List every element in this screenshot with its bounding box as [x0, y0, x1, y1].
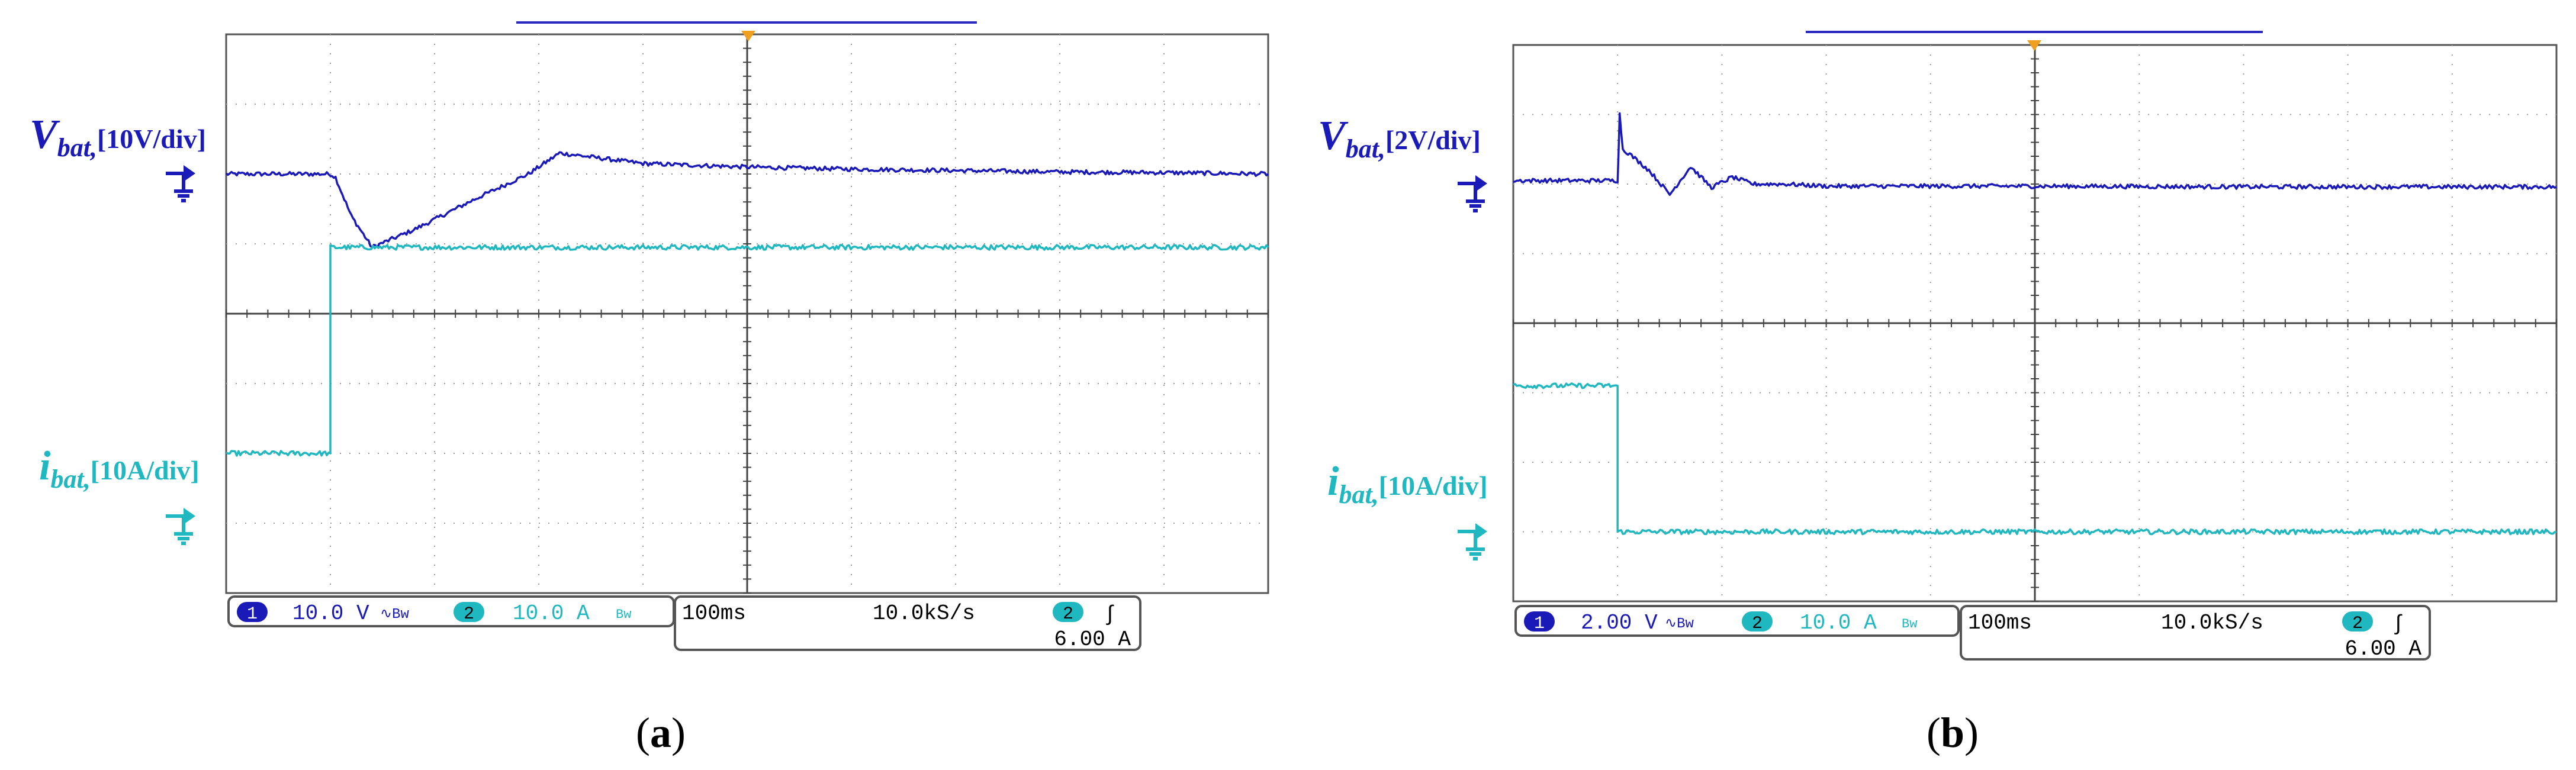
svg-text:2: 2 [2352, 614, 2363, 634]
ch1-label-b: Vbat,[2V/div] [1318, 113, 1481, 163]
trigger-level-b: 6.00 A [2345, 637, 2421, 661]
ch1-label-a: Vbat,[10V/div] [30, 112, 206, 162]
ch2-coupling-a: Bw [616, 607, 631, 622]
horizontal-position-bar-a [516, 21, 977, 41]
ch2-label-a: ibat,[10A/div] [39, 443, 200, 494]
ch1-badge-a: 1 [237, 602, 268, 624]
timebase-a: 100ms [682, 601, 746, 626]
trigger-slope-icon-a: ∫ [1104, 603, 1117, 627]
trace-i-bat [1513, 382, 2557, 536]
trace-V-bat [225, 151, 1269, 249]
ch2-coupling-b: Bw [1902, 617, 1917, 632]
ch1-ground-marker-b [1458, 175, 1487, 212]
status-bar-a: 1 10.0 V ∿Bw 2 10.0 A Bw 100ms 10.0kS/s … [227, 595, 1141, 652]
ch2-scale-b: 10.0 A [1800, 611, 1877, 635]
trigger-level-a: 6.00 A [1054, 627, 1131, 652]
ch1-scale-b: 2.00 V [1581, 611, 1658, 635]
svg-text:2: 2 [1752, 614, 1763, 634]
ch1-coupling-a: ∿Bw [380, 607, 410, 623]
svg-text:2: 2 [464, 604, 474, 624]
sample-rate-a: 10.0kS/s [873, 601, 975, 626]
scope-panel-a: Vbat,[10V/div] ibat,[10A/div] 1 1 [30, 21, 1269, 756]
scope-panel-b: Vbat,[2V/div] ibat,[10A/div] 1 2.00 V ∿B… [1318, 31, 2558, 756]
trace-i-bat [226, 244, 1269, 457]
status-bar-b: 1 2.00 V ∿Bw 2 10.0 A Bw 100ms 10.0kS/s … [1514, 605, 2431, 661]
trigger-badge-b: 2 [2342, 611, 2373, 634]
ch2-scale-a: 10.0 A [513, 601, 590, 626]
svg-text:1: 1 [1534, 614, 1545, 634]
caption-b: (b) [1927, 709, 1979, 756]
ch2-ground-marker-a [166, 508, 195, 545]
screen-a [225, 33, 1269, 594]
axis-ticks [1513, 44, 2557, 602]
ch2-badge-b: 2 [1742, 611, 1773, 634]
horizontal-position-bar-b [1806, 31, 2263, 51]
svg-text:1: 1 [247, 604, 258, 624]
ch1-scale-a: 10.0 V [292, 601, 369, 626]
ch1-ground-marker-a [166, 165, 195, 202]
ch2-ground-marker-b [1458, 523, 1487, 560]
trigger-badge-a: 2 [1053, 602, 1083, 624]
ch1-coupling-b: ∿Bw [1665, 616, 1694, 632]
caption-a: (a) [636, 709, 686, 756]
trace-V-bat [1513, 112, 2557, 196]
svg-text:2: 2 [1063, 604, 1073, 624]
ch2-badge-a: 2 [454, 602, 484, 624]
screen-b [1512, 44, 2558, 603]
sample-rate-b: 10.0kS/s [2161, 611, 2263, 635]
ch1-badge-b: 1 [1524, 611, 1555, 634]
ch2-label-b: ibat,[10A/div] [1327, 459, 1488, 509]
trigger-slope-icon-b: ∫ [2392, 612, 2405, 636]
timebase-b: 100ms [1968, 611, 2032, 635]
